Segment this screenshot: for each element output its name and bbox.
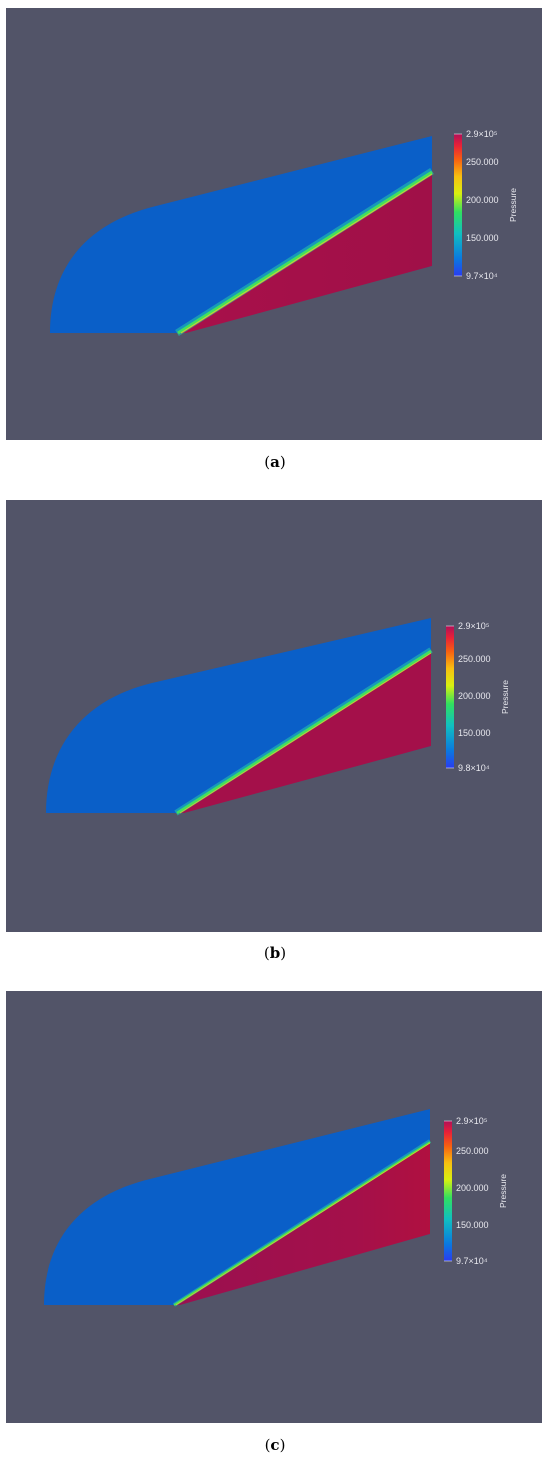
- shock-line: [173, 1141, 431, 1306]
- colorbar-title: Pressure: [508, 188, 518, 222]
- colorbar-tick-label: 250.000: [456, 1146, 489, 1156]
- pressure-contour-plot-b: 2.9×10⁵ 250.000 200.000 150.000 9.8×10⁴ …: [46, 618, 510, 816]
- caption-c: (c): [264, 1436, 286, 1454]
- shock-line: [176, 649, 432, 815]
- colorbar-min-label: 9.7×10⁴: [466, 271, 498, 281]
- panel-b: 2.9×10⁵ 250.000 200.000 150.000 9.8×10⁴ …: [6, 500, 542, 932]
- colorbar: [444, 1121, 452, 1261]
- colorbar: [446, 626, 454, 768]
- colorbar-min-label: 9.7×10⁴: [456, 1256, 488, 1266]
- shock-edge: [175, 1142, 431, 1306]
- colorbar-tick-label: 200.000: [458, 691, 491, 701]
- colorbar-tick-label: 150.000: [458, 728, 491, 738]
- colorbar-max-label: 2.9×10⁵: [458, 621, 490, 631]
- shock-edge: [179, 652, 432, 814]
- colorbar-min-label: 9.8×10⁴: [458, 763, 490, 773]
- panel-c: 2.9×10⁵ 250.000 200.000 150.000 9.7×10⁴ …: [6, 991, 542, 1423]
- colorbar-tick-label: 150.000: [466, 233, 499, 243]
- colorbar-tick-label: 150.000: [456, 1220, 489, 1230]
- pressure-contour-plot-a: 2.9×10⁵ 250.000 200.000 150.000 9.7×10⁴ …: [50, 129, 518, 336]
- colorbar-max-label: 2.9×10⁵: [466, 129, 498, 139]
- colorbar-title: Pressure: [500, 680, 510, 714]
- colorbar-tick-label: 250.000: [466, 157, 499, 167]
- colorbar-title: Pressure: [498, 1174, 508, 1208]
- colorbar-max-label: 2.9×10⁵: [456, 1116, 488, 1126]
- panel-a: 2.9×10⁵ 250.000 200.000 150.000 9.7×10⁴ …: [6, 8, 542, 440]
- shock-line: [177, 170, 433, 335]
- pressure-contour-plot-c: 2.9×10⁵ 250.000 200.000 150.000 9.7×10⁴ …: [44, 1109, 508, 1307]
- colorbar: [454, 134, 462, 276]
- colorbar-tick-label: 200.000: [466, 195, 499, 205]
- colorbar-tick-label: 250.000: [458, 654, 491, 664]
- caption-b: (b): [263, 944, 287, 962]
- caption-a: (a): [264, 453, 286, 471]
- shock-edge: [180, 173, 433, 334]
- colorbar-tick-label: 200.000: [456, 1183, 489, 1193]
